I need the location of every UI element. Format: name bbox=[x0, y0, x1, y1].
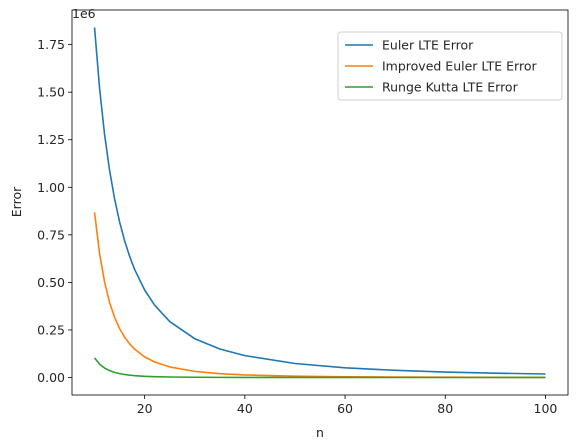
x-axis: 20 40 60 80 100 bbox=[137, 395, 558, 416]
y-tick-label: 0.75 bbox=[37, 227, 65, 242]
y-tick-label: 1.25 bbox=[37, 132, 65, 147]
y-axis-multiplier: 1e6 bbox=[72, 6, 96, 21]
x-tick-label: 40 bbox=[237, 401, 253, 416]
legend-box bbox=[337, 31, 563, 101]
x-tick-label: 80 bbox=[437, 401, 453, 416]
x-tick-label: 100 bbox=[534, 401, 558, 416]
y-tick-label: 1.50 bbox=[37, 85, 65, 100]
series-line-1 bbox=[93, 27, 546, 375]
legend: Euler LTE Error Improved Euler LTE Error R… bbox=[337, 31, 563, 101]
legend-label-2: Improved Euler LTE Error bbox=[382, 59, 537, 74]
x-tick-label: 20 bbox=[137, 401, 153, 416]
y-tick-label: 0.00 bbox=[37, 370, 65, 385]
y-tick-label: 0.25 bbox=[37, 322, 65, 337]
y-tick-label: 1.00 bbox=[37, 180, 65, 195]
y-tick-label: 1.75 bbox=[37, 37, 65, 52]
series-line-3 bbox=[93, 357, 546, 379]
legend-label-1: Euler LTE Error bbox=[382, 38, 474, 53]
series-layer bbox=[93, 27, 546, 379]
y-axis: 0.00 0.25 0.50 0.75 1.00 1.25 1.50 1.75 bbox=[37, 37, 72, 385]
x-tick-label: 60 bbox=[337, 401, 353, 416]
y-axis-label: Error bbox=[9, 186, 24, 217]
legend-label-3: Runge Kutta LTE Error bbox=[382, 80, 519, 95]
y-tick-label: 0.50 bbox=[37, 275, 65, 290]
x-axis-label: n bbox=[316, 425, 324, 440]
